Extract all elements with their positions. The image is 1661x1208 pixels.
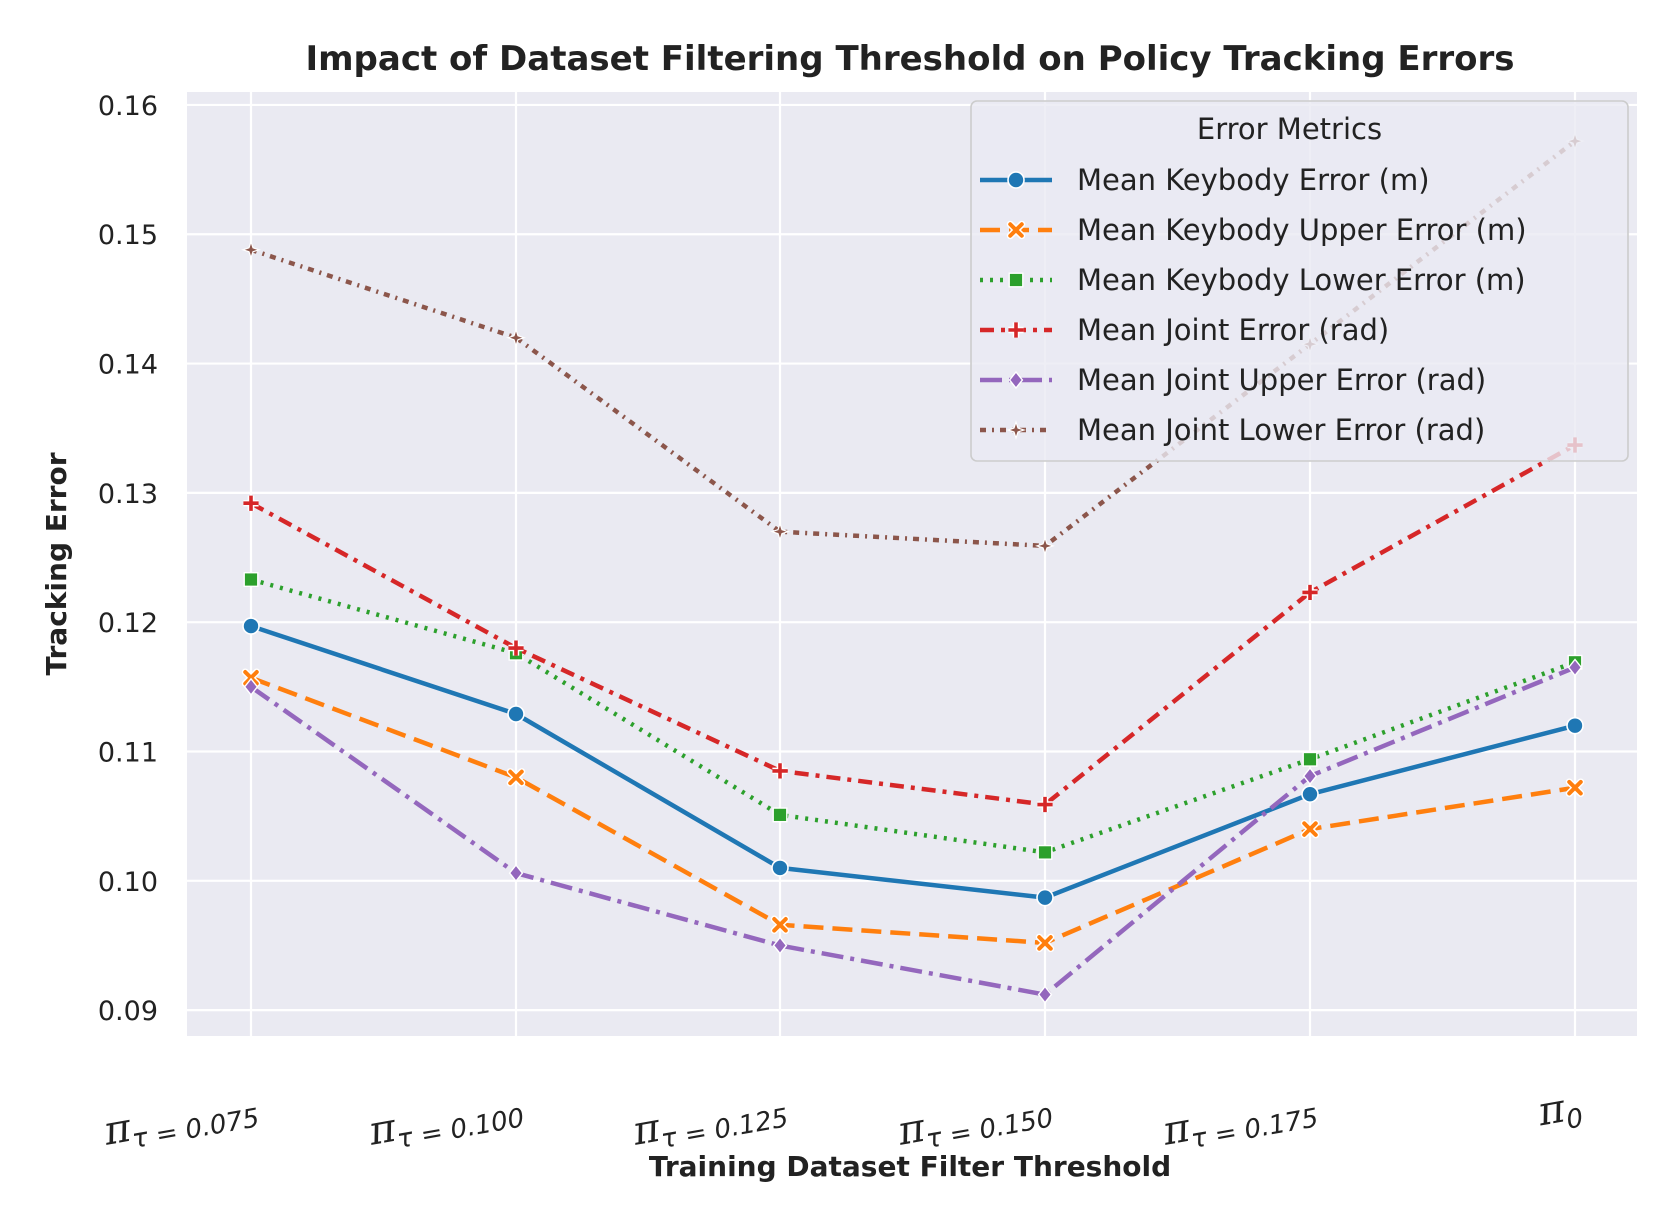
legend-label: Mean Keybody Upper Error (m)	[1077, 213, 1527, 247]
y-tick-label: 0.15	[98, 220, 158, 251]
legend-item: Mean Keybody Upper Error (m)	[980, 213, 1527, 247]
svg-text:π0: π0	[1534, 1083, 1586, 1141]
series-5	[243, 658, 1583, 1004]
svg-text:πτ = 0.175: πτ = 0.175	[1158, 1083, 1320, 1160]
data-point	[1037, 796, 1053, 813]
svg-text:πτ = 0.075: πτ = 0.075	[99, 1083, 261, 1160]
data-point	[1008, 322, 1024, 338]
legend-label: Mean Joint Upper Error (rad)	[1077, 363, 1486, 397]
data-point	[1035, 535, 1055, 556]
data-point	[1300, 819, 1320, 839]
data-point	[1006, 420, 1026, 440]
data-point	[1302, 751, 1318, 767]
x-axis-ticks: πτ = 0.075 πτ = 0.100 πτ = 0.125 πτ = 0.150…	[99, 1083, 1586, 1160]
data-point	[1008, 370, 1024, 390]
y-tick-label: 0.09	[98, 996, 158, 1027]
data-point	[770, 915, 790, 935]
x-axis-label: Training Dataset Filter Threshold	[649, 1150, 1171, 1183]
data-point	[1036, 888, 1054, 907]
svg-text:πτ = 0.125: πτ = 0.125	[628, 1083, 790, 1160]
data-point	[507, 705, 525, 723]
data-point	[1565, 778, 1585, 797]
svg-text:πτ = 0.150: πτ = 0.150	[893, 1083, 1055, 1160]
legend-label: Mean Keybody Error (m)	[1077, 163, 1430, 197]
series-line	[250, 675, 1576, 946]
x-tick-label: πτ = 0.150	[893, 1083, 1055, 1160]
data-point	[1301, 785, 1319, 803]
x-tick-label: πτ = 0.075	[99, 1083, 261, 1160]
legend-label: Mean Keybody Lower Error (m)	[1077, 263, 1526, 297]
data-point	[242, 617, 260, 635]
data-point	[770, 521, 790, 542]
data-point	[1566, 716, 1584, 735]
data-point	[1037, 985, 1053, 1004]
x-tick-label: πτ = 0.100	[364, 1083, 526, 1160]
data-point	[1302, 584, 1318, 601]
legend-item: Mean Joint Upper Error (rad)	[980, 363, 1486, 397]
series-line	[250, 623, 1576, 900]
y-tick-label: 0.16	[98, 91, 158, 122]
data-point	[506, 768, 526, 787]
y-axis-label: Tracking Error	[40, 452, 73, 675]
series-line	[249, 665, 1576, 997]
data-point	[1037, 844, 1053, 860]
data-point	[508, 863, 524, 883]
legend-item: Mean Joint Lower Error (rad)	[980, 413, 1485, 447]
chart-title: Impact of Dataset Filtering Threshold on…	[305, 39, 1514, 79]
legend-label: Mean Joint Lower Error (rad)	[1077, 413, 1485, 447]
y-tick-label: 0.14	[98, 350, 158, 381]
data-point	[241, 239, 261, 260]
y-tick-label: 0.10	[98, 867, 158, 898]
data-point	[772, 763, 788, 779]
data-point	[772, 936, 788, 955]
legend-label: Mean Joint Error (rad)	[1077, 313, 1389, 347]
x-tick-label: π0	[1534, 1083, 1586, 1141]
y-tick-label: 0.11	[98, 738, 158, 769]
data-point	[1007, 171, 1025, 189]
legend-item: Mean Keybody Error (m)	[980, 163, 1430, 197]
series-line	[249, 443, 1577, 807]
data-point	[508, 640, 524, 656]
series-line	[250, 577, 1576, 855]
y-tick-label: 0.13	[98, 479, 158, 510]
data-point	[1035, 933, 1055, 953]
legend: Error Metrics Mean Keybody Error (m) Mean …	[970, 100, 1629, 462]
data-point	[506, 327, 526, 348]
data-point	[1006, 220, 1026, 240]
legend-box	[970, 100, 1629, 462]
x-tick-label: πτ = 0.175	[1158, 1083, 1320, 1160]
series-1	[242, 617, 1584, 907]
data-point	[1008, 272, 1024, 288]
svg-text:πτ = 0.100: πτ = 0.100	[364, 1083, 526, 1160]
legend-item: Mean Joint Error (rad)	[980, 313, 1389, 347]
data-point	[771, 859, 789, 877]
y-tick-label: 0.12	[98, 608, 158, 639]
data-point	[243, 572, 259, 588]
legend-item: Mean Keybody Lower Error (m)	[980, 263, 1526, 297]
data-point	[1567, 658, 1583, 677]
legend-title: Error Metrics	[1197, 112, 1382, 146]
data-point	[243, 495, 259, 511]
y-axis-ticks: 0.09 0.10 0.11 0.12 0.13 0.14 0.15 0.16	[98, 91, 158, 1027]
data-point	[243, 677, 259, 696]
x-tick-label: πτ = 0.125	[628, 1083, 790, 1160]
data-point	[1302, 766, 1318, 786]
data-point	[772, 807, 788, 823]
